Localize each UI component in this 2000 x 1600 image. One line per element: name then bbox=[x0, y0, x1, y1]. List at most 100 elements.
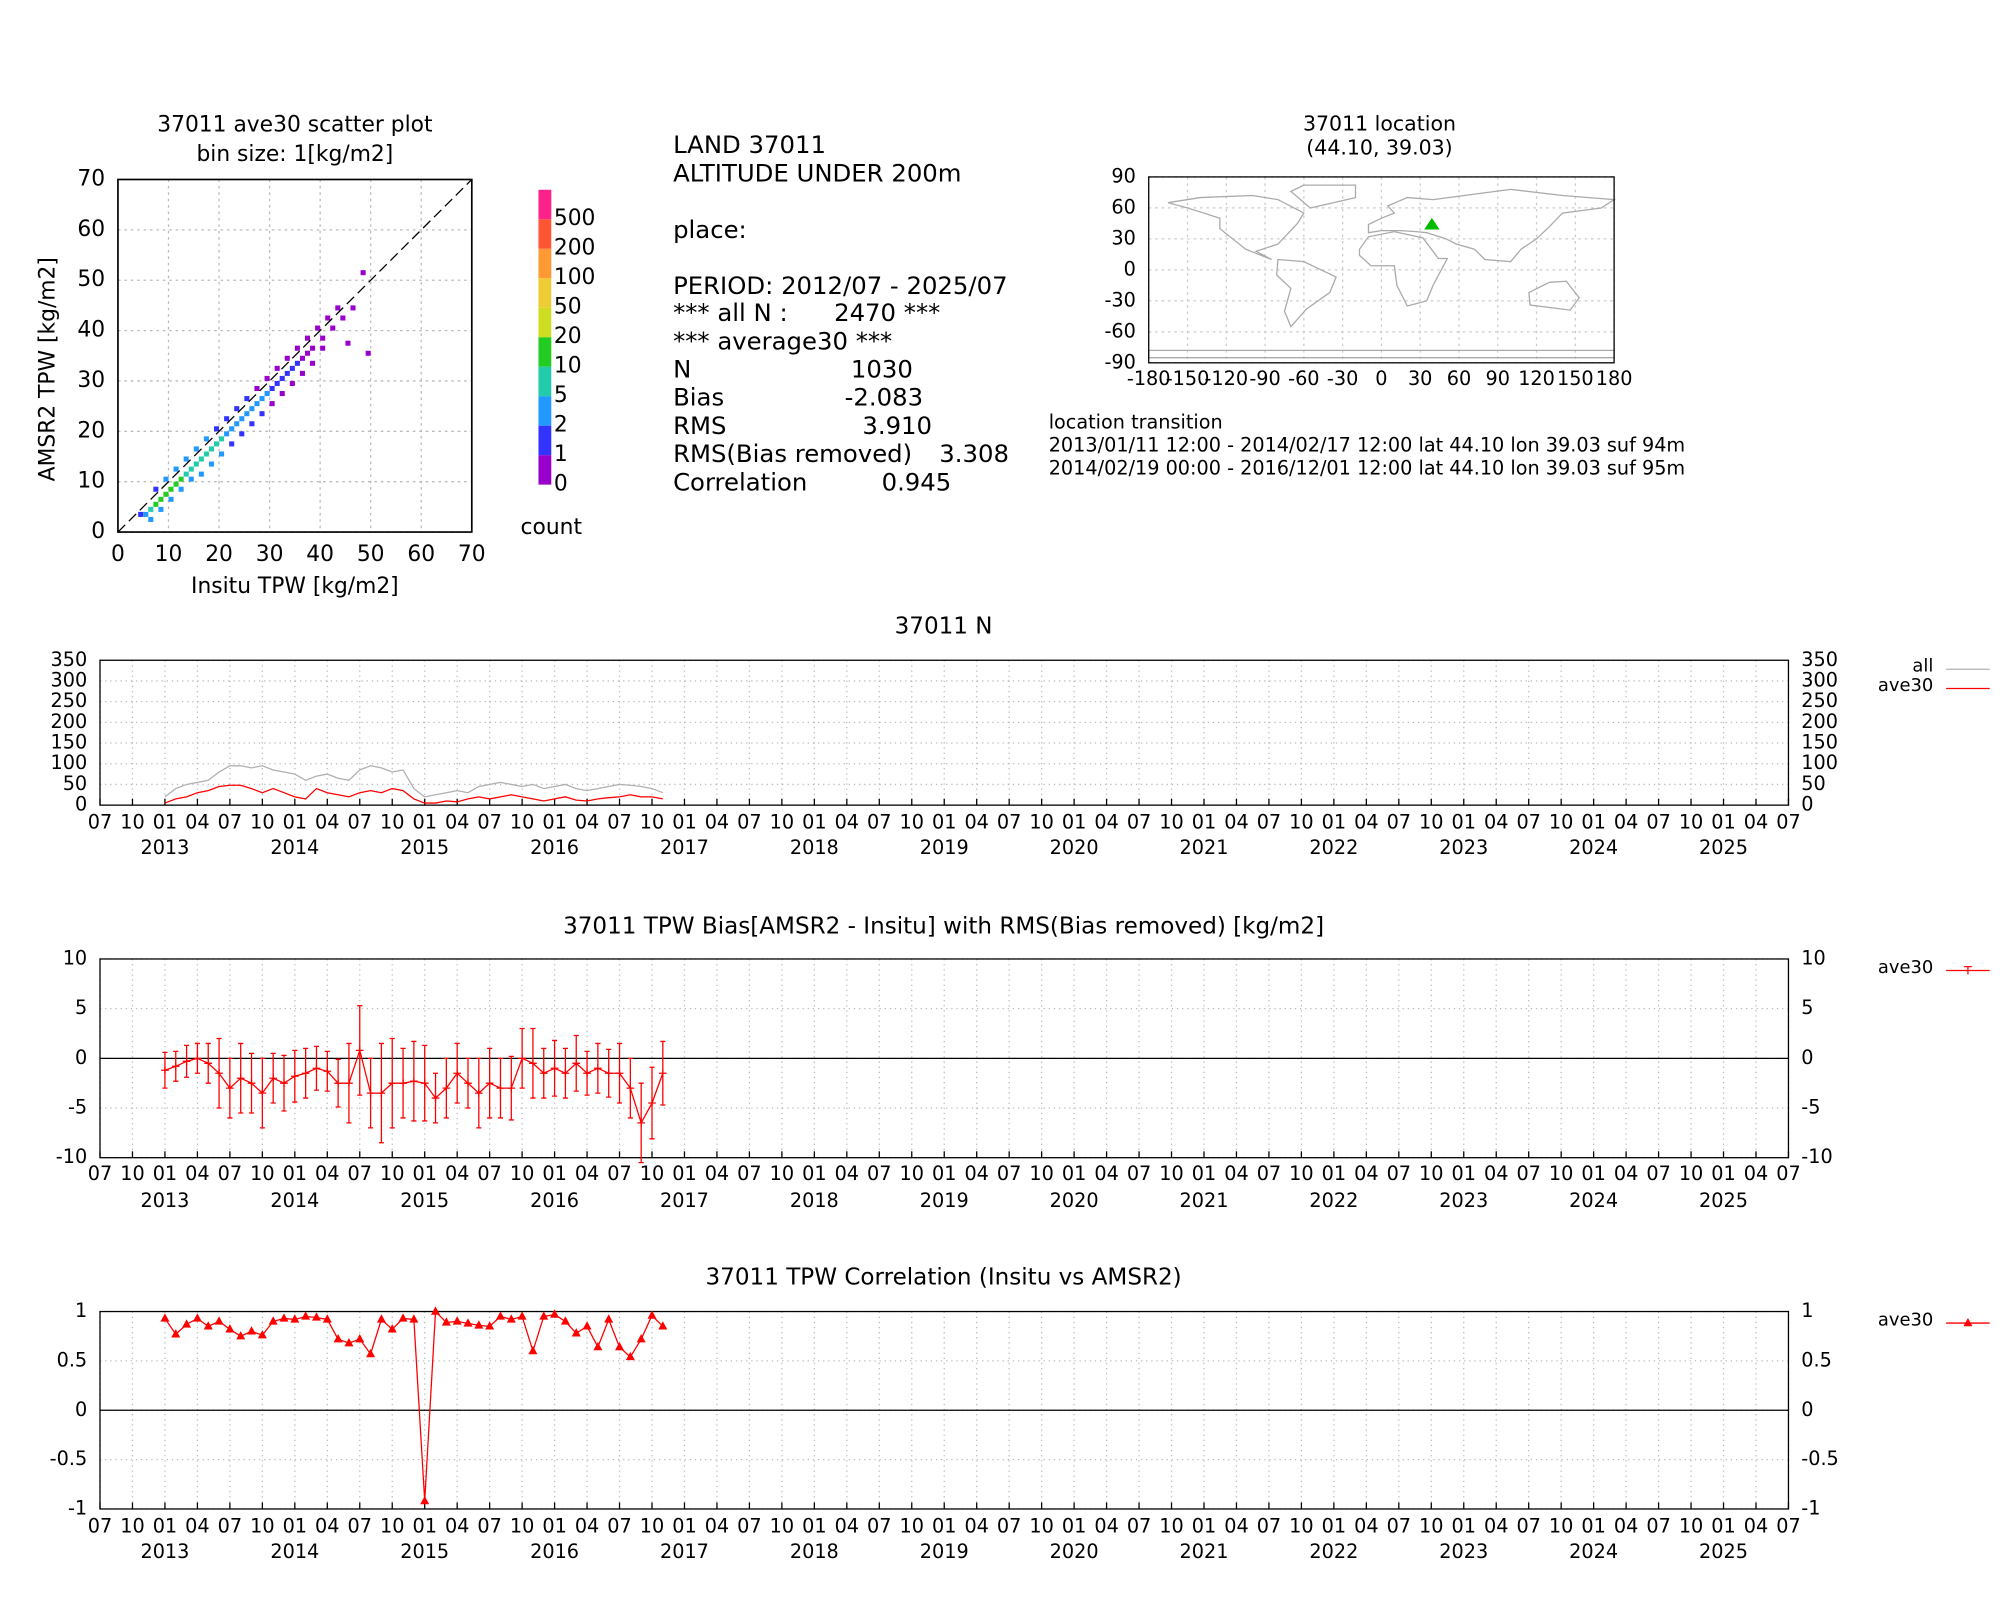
x-tick-label: 04 bbox=[1614, 811, 1638, 834]
point-marker bbox=[517, 1311, 527, 1320]
density-cell bbox=[198, 456, 204, 462]
density-cell bbox=[138, 511, 144, 517]
point-marker bbox=[431, 1094, 440, 1102]
point-marker bbox=[399, 1079, 407, 1088]
x-tick-label: 01 bbox=[672, 811, 696, 834]
x-tick-label: 01 bbox=[1322, 811, 1346, 834]
point-marker bbox=[247, 1079, 256, 1088]
point-marker bbox=[452, 1316, 462, 1325]
x-tick-label: 04 bbox=[445, 1514, 469, 1537]
point-marker bbox=[290, 1072, 299, 1081]
y-tick-label: 30 bbox=[77, 368, 105, 393]
x-tick-label: 01 bbox=[153, 811, 177, 834]
y-tick-label-right: 50 bbox=[1801, 772, 1825, 795]
year-label: 2024 bbox=[1569, 1189, 1618, 1212]
x-tick-label: 07 bbox=[1646, 1162, 1670, 1185]
x-tick-label: 10 bbox=[1419, 1514, 1443, 1537]
y-tick-label: 10 bbox=[63, 946, 87, 969]
diagonal-line bbox=[117, 179, 473, 533]
x-tick-label: 04 bbox=[835, 1514, 859, 1537]
stat-label: Bias bbox=[673, 383, 724, 412]
y-tick-label: 250 bbox=[50, 689, 87, 712]
x-tick-label: 07 bbox=[607, 1162, 631, 1185]
x-tick-label: 07 bbox=[477, 811, 501, 834]
x-tick-label: 04 bbox=[964, 1162, 988, 1185]
point-marker bbox=[474, 1320, 484, 1329]
x-tick-label: 01 bbox=[1581, 1162, 1605, 1185]
x-axis-label: Insitu TPW [kg/m2] bbox=[191, 574, 399, 599]
x-tick-label: 07 bbox=[1646, 1514, 1670, 1537]
point-marker bbox=[247, 1326, 257, 1335]
x-tick-label: 70 bbox=[458, 542, 486, 567]
y-tick-label: 0 bbox=[91, 519, 105, 544]
x-tick-label: 60 bbox=[1447, 367, 1471, 390]
point-marker bbox=[647, 1310, 657, 1319]
x-tick-label: 01 bbox=[283, 1514, 307, 1537]
x-tick-label: 04 bbox=[1354, 1514, 1378, 1537]
x-tick-label: 07 bbox=[348, 1162, 372, 1185]
x-tick-label: 10 bbox=[1419, 811, 1443, 834]
x-tick-label: 01 bbox=[1711, 1514, 1735, 1537]
x-tick-label: 60 bbox=[407, 542, 435, 567]
y-axis-label: AMSR2 TPW [kg/m2] bbox=[36, 257, 61, 481]
x-tick-label: 01 bbox=[932, 1162, 956, 1185]
year-label: 2019 bbox=[920, 836, 969, 859]
density-cell bbox=[310, 345, 316, 351]
point-marker bbox=[171, 1062, 180, 1071]
y-tick-label: -30 bbox=[1105, 288, 1136, 311]
year-label: 2022 bbox=[1309, 836, 1358, 859]
x-tick-label: 07 bbox=[218, 811, 242, 834]
density-cell bbox=[289, 365, 295, 371]
x-tick-label: 07 bbox=[1387, 1162, 1411, 1185]
x-tick-label: 07 bbox=[1257, 1162, 1281, 1185]
density-cell bbox=[188, 476, 194, 482]
x-tick-label: 07 bbox=[1776, 1514, 1800, 1537]
density-cell bbox=[254, 401, 260, 407]
point-marker bbox=[441, 1317, 451, 1326]
y-tick-label-right: 0.5 bbox=[1801, 1348, 1832, 1371]
point-marker bbox=[463, 1318, 473, 1327]
x-tick-label: 04 bbox=[835, 811, 859, 834]
point-marker bbox=[398, 1313, 408, 1322]
x-tick-label: 04 bbox=[1484, 1514, 1508, 1537]
colorbar-segment bbox=[538, 425, 552, 456]
point-marker bbox=[214, 1316, 224, 1325]
y-tick-label: 5 bbox=[75, 996, 87, 1019]
x-tick-label: 04 bbox=[1614, 1514, 1638, 1537]
colorbar-segment bbox=[538, 396, 552, 426]
point-marker bbox=[474, 1089, 483, 1097]
x-tick-label: 04 bbox=[705, 1514, 729, 1537]
x-tick-label: 04 bbox=[1094, 1514, 1118, 1537]
density-cell bbox=[279, 375, 285, 381]
x-tick-label: 04 bbox=[315, 811, 339, 834]
chart-title: 37011 ave30 scatter plot bbox=[157, 113, 433, 138]
y-tick-label: 300 bbox=[50, 668, 87, 691]
point-marker bbox=[495, 1311, 505, 1320]
coastline bbox=[1276, 258, 1337, 328]
x-tick-label: 01 bbox=[1322, 1162, 1346, 1185]
x-tick-label: 10 bbox=[1549, 1162, 1573, 1185]
density-cell bbox=[208, 446, 214, 452]
x-tick-label: 10 bbox=[640, 1514, 664, 1537]
x-tick-label: 10 bbox=[900, 1514, 924, 1537]
colorbar-segment bbox=[538, 189, 552, 220]
colorbar-segment bbox=[538, 278, 552, 308]
x-tick-label: 07 bbox=[1127, 811, 1151, 834]
x-tick-label: 01 bbox=[802, 811, 826, 834]
colorbar-segment bbox=[538, 366, 552, 397]
point-marker bbox=[333, 1334, 343, 1343]
average-header: *** average30 *** bbox=[673, 326, 892, 355]
point-marker bbox=[485, 1321, 495, 1330]
point-marker bbox=[529, 1059, 537, 1068]
x-tick-label: 01 bbox=[1581, 1514, 1605, 1537]
y-tick-label: 0.5 bbox=[57, 1348, 88, 1371]
x-tick-label: 01 bbox=[283, 1162, 307, 1185]
x-tick-label: 07 bbox=[607, 811, 631, 834]
year-label: 2016 bbox=[530, 1189, 579, 1212]
density-cell bbox=[173, 466, 179, 472]
x-tick-label: 04 bbox=[1224, 1514, 1248, 1537]
y-tick-label: 1 bbox=[75, 1299, 87, 1322]
x-tick-label: 10 bbox=[1289, 1162, 1313, 1185]
point-marker bbox=[506, 1314, 516, 1323]
y-tick-label: 90 bbox=[1111, 164, 1135, 187]
